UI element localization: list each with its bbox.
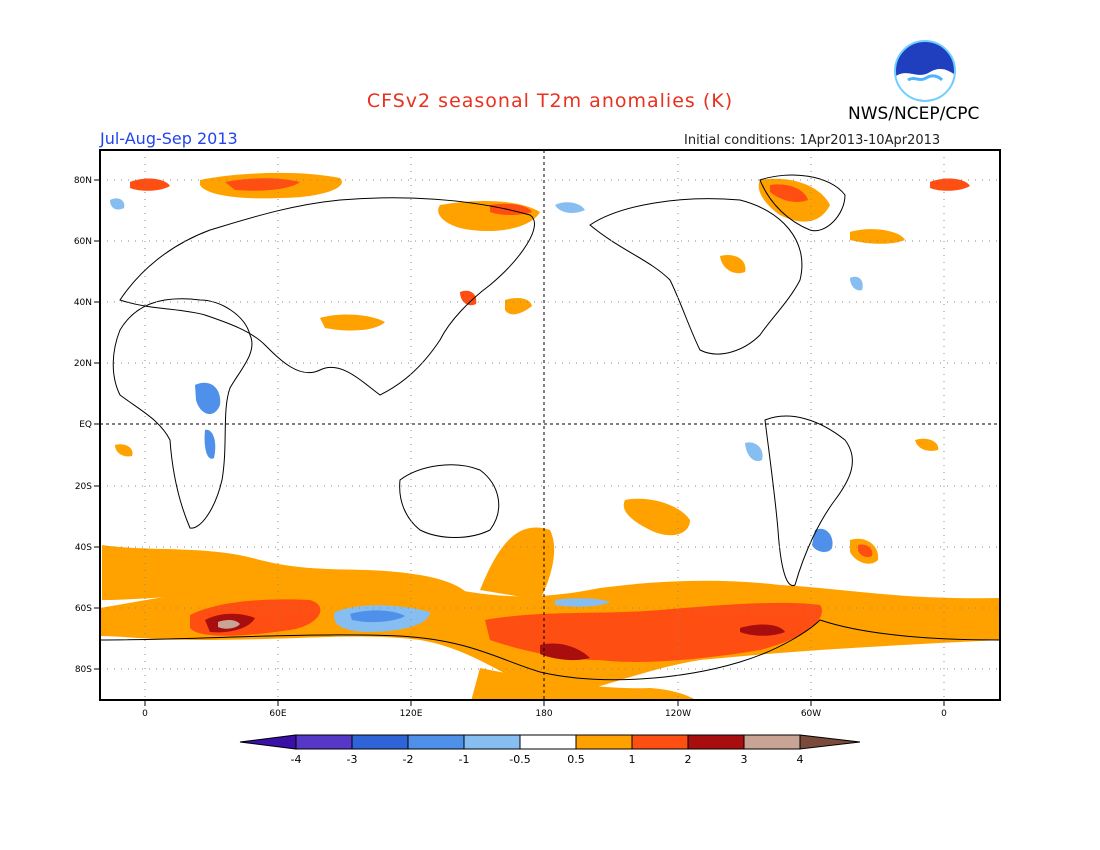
anomaly-shading [100, 172, 1000, 700]
warm-core-greenland [770, 184, 808, 203]
cool-central-africa [204, 429, 216, 459]
lat-label: 20N [74, 359, 92, 369]
cool-north-atlantic [110, 198, 125, 210]
cool-patch-argentina [812, 528, 833, 552]
colorbar-label: 4 [797, 753, 804, 766]
warm-equatorial-atlantic [915, 438, 939, 451]
axis-ticks [94, 179, 945, 706]
south-indian-warm-patch [102, 545, 470, 600]
cool-east-africa [195, 382, 221, 415]
map-frame [99, 149, 1001, 701]
colorbar-swatch [463, 734, 521, 750]
colorbar-label: -4 [291, 753, 302, 766]
colorbar-swatch [407, 734, 465, 750]
lon-labels: 0 60E 120E 180 120W 60W 0 [142, 709, 947, 719]
colorbar-swatch [743, 734, 801, 750]
coast-north-america [589, 198, 803, 355]
warm-north-america [720, 254, 746, 274]
colorbar-label: -3 [347, 753, 358, 766]
lon-label: 60W [801, 709, 821, 719]
warm-core-south-atlantic [858, 544, 873, 558]
coast-africa [112, 298, 253, 529]
colorbar-label: 0.5 [567, 753, 585, 766]
noaa-logo-icon [894, 40, 956, 102]
arctic-warm-west [130, 178, 170, 191]
lat-label: EQ [79, 420, 92, 430]
equator-dateline [100, 150, 1000, 700]
strong-warm-ross [540, 643, 590, 661]
season-label: Jul-Aug-Sep 2013 [100, 129, 238, 148]
coast-australia [399, 464, 500, 538]
lat-label: 40S [75, 543, 92, 553]
lat-label: 20S [75, 482, 92, 492]
strong-warm-bellingshausen [740, 624, 785, 636]
agency-label: NWS/NCEP/CPC [848, 104, 980, 124]
lon-label: 0 [941, 709, 947, 719]
colorbar-swatch [631, 734, 689, 750]
colorbar-swatch [575, 734, 633, 750]
colorbar: -4 -3 -2 -1 -0.5 0.5 1 2 3 4 [239, 734, 861, 766]
coastlines [100, 174, 1000, 681]
colorbar-label: 2 [685, 753, 692, 766]
chart-title: CFSv2 seasonal T2m anomalies (K) [366, 90, 734, 112]
tasman-warm-patch [480, 527, 555, 600]
colorbar-left-arrow [239, 734, 297, 750]
warm-north-pacific [505, 298, 532, 315]
lon-label: 60E [269, 709, 286, 719]
coast-south-america [764, 415, 853, 586]
south-pacific-warm-patch [623, 498, 690, 536]
warm-labrador [850, 229, 905, 244]
cool-amazon [745, 442, 763, 462]
arctic-warm-east [930, 178, 970, 191]
lat-label: 60N [74, 237, 92, 247]
lat-label: 40N [74, 298, 92, 308]
lat-label: 80S [75, 665, 92, 675]
colorbar-swatch [687, 734, 745, 750]
lat-labels: 80N 60N 40N 20N EQ 20S 40S 60S 80S [74, 176, 92, 675]
colorbar-swatch [295, 734, 353, 750]
colorbar-right-arrow [799, 734, 861, 750]
colorbar-label: -2 [403, 753, 414, 766]
colorbar-label: 1 [629, 753, 636, 766]
coast-antarctica [100, 619, 1000, 681]
ross-sea-warm [471, 668, 696, 700]
colorbar-swatch [519, 734, 577, 750]
coast-greenland [759, 174, 846, 232]
cool-bering [555, 202, 585, 213]
lon-label: 120E [400, 709, 423, 719]
warm-tibet [320, 314, 385, 331]
graticule [100, 150, 1000, 700]
colorbar-label: -0.5 [509, 753, 530, 766]
lon-label: 120W [665, 709, 691, 719]
lon-label: 180 [535, 709, 552, 719]
cool-core-south-indian [350, 610, 405, 623]
coast-eurasia [119, 197, 535, 396]
warm-west-africa-coast [115, 444, 133, 457]
colorbar-swatch [351, 734, 409, 750]
cool-patch-south-pacific [555, 598, 610, 607]
extreme-warm-core [218, 619, 240, 629]
lat-label: 60S [75, 604, 92, 614]
initial-conditions-label: Initial conditions: 1Apr2013-10Apr2013 [684, 133, 941, 148]
colorbar-label: 3 [741, 753, 748, 766]
cool-atlantic-40n [850, 276, 863, 291]
arctic-warm-core [225, 178, 300, 191]
lon-label: 0 [142, 709, 148, 719]
lat-label: 80N [74, 176, 92, 186]
colorbar-label: -1 [459, 753, 470, 766]
